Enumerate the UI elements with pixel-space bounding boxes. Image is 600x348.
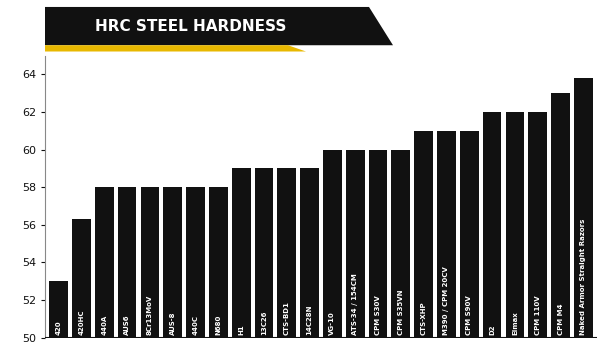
Bar	[483, 112, 502, 338]
Bar	[460, 131, 479, 338]
Bar	[95, 187, 113, 338]
Bar	[209, 187, 228, 338]
Text: CPM M4: CPM M4	[557, 303, 563, 335]
Bar	[140, 187, 159, 338]
Text: 420: 420	[56, 320, 62, 335]
Bar	[391, 150, 410, 338]
Text: VG-10: VG-10	[329, 311, 335, 335]
Text: H1: H1	[238, 324, 244, 335]
Text: 440A: 440A	[101, 315, 107, 335]
Bar	[49, 281, 68, 338]
Text: 13C26: 13C26	[261, 310, 267, 335]
Text: CTS-XHP: CTS-XHP	[421, 301, 427, 335]
Bar	[551, 93, 570, 338]
Text: 8Cr13MoV: 8Cr13MoV	[147, 294, 153, 335]
Text: CPM S35VN: CPM S35VN	[398, 289, 404, 335]
Text: AUS-8: AUS-8	[170, 311, 176, 335]
Bar	[323, 150, 342, 338]
Text: Naked Armor Straight Razors: Naked Armor Straight Razors	[580, 218, 586, 335]
Text: N680: N680	[215, 314, 221, 335]
Bar	[368, 150, 388, 338]
Bar	[277, 168, 296, 338]
Bar	[529, 112, 547, 338]
Text: CPM S30V: CPM S30V	[375, 295, 381, 335]
Bar	[346, 150, 365, 338]
Text: Elmax: Elmax	[512, 311, 518, 335]
Text: HRC STEEL HARDNESS: HRC STEEL HARDNESS	[95, 18, 287, 34]
Bar	[186, 187, 205, 338]
Bar	[232, 168, 251, 338]
Bar	[118, 187, 136, 338]
Text: D2: D2	[489, 324, 495, 335]
Bar	[300, 168, 319, 338]
Bar	[414, 131, 433, 338]
Bar	[72, 219, 91, 338]
Text: 14C28N: 14C28N	[307, 304, 313, 335]
Bar	[163, 187, 182, 338]
Text: CTS-BD1: CTS-BD1	[284, 301, 290, 335]
Text: CPM 110V: CPM 110V	[535, 295, 541, 335]
Text: 420HC: 420HC	[79, 309, 85, 335]
Bar	[254, 168, 274, 338]
Text: M390 / CPM 20CV: M390 / CPM 20CV	[443, 266, 449, 335]
Text: ATS-34 / 154CM: ATS-34 / 154CM	[352, 273, 358, 335]
Text: CPM S90V: CPM S90V	[466, 295, 472, 335]
Bar	[437, 131, 456, 338]
Bar	[574, 78, 593, 338]
Bar	[506, 112, 524, 338]
Text: AUS6: AUS6	[124, 314, 130, 335]
Text: 440C: 440C	[193, 315, 199, 335]
